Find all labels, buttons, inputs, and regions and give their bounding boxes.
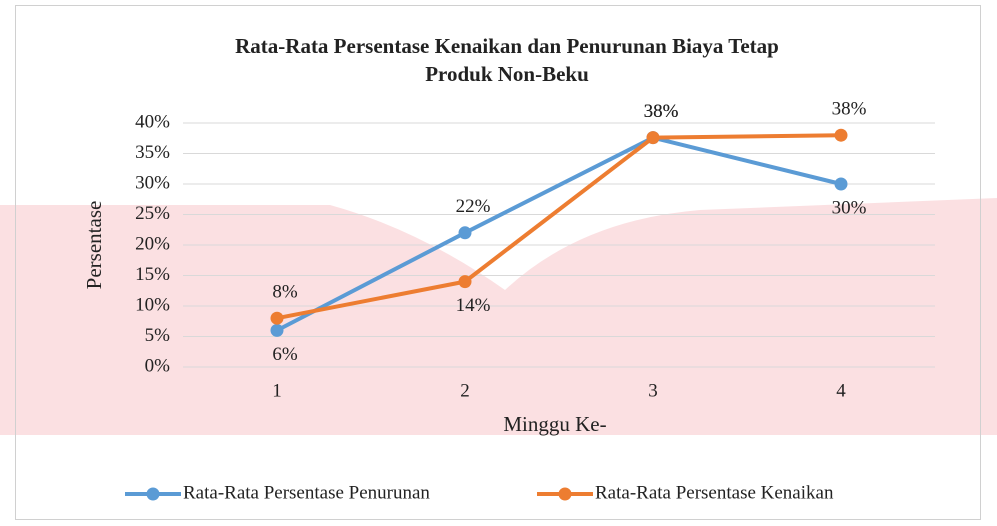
chart-title: Produk Non-Beku (425, 62, 589, 86)
y-tick-label: 30% (135, 172, 170, 193)
legend-label: Rata-Rata Persentase Kenaikan (595, 482, 834, 503)
y-axis-label: Persentase (82, 201, 106, 290)
line (276, 133, 842, 321)
x-tick-label: 3 (648, 380, 658, 401)
point (270, 311, 284, 325)
chart-title: Rata-Rata Persentase Kenaikan dan Penuru… (235, 34, 779, 58)
chart-border (15, 5, 981, 520)
x-tick-label: 4 (836, 380, 846, 401)
legend-marker (146, 487, 160, 501)
watermark (0, 198, 997, 435)
y-tick-label: 10% (135, 294, 170, 315)
point (646, 131, 660, 145)
legend-label: Rata-Rata Persentase Penurunan (183, 482, 430, 503)
data-label: 30% (832, 197, 867, 218)
y-tick-label: 0% (145, 355, 171, 376)
x-tick-label: 1 (272, 380, 282, 401)
y-tick-label: 15% (135, 264, 170, 285)
data-label: 38% (644, 101, 679, 122)
y-tick-label: 35% (135, 142, 170, 163)
data-label: 14% (456, 295, 491, 316)
y-tick-label: 20% (135, 233, 170, 254)
point (834, 128, 848, 142)
x-axis-label: Minggu Ke- (503, 412, 606, 436)
x-tick-label: 2 (460, 380, 470, 401)
data-label: 38% (832, 99, 867, 120)
point (270, 323, 284, 337)
point (458, 275, 472, 289)
data-label: 8% (272, 282, 298, 303)
point (458, 226, 472, 240)
y-tick-label: 25% (135, 203, 170, 224)
data-label: 6% (272, 344, 298, 365)
y-tick-label: 40% (135, 111, 170, 132)
line (276, 135, 842, 333)
y-tick-label: 5% (145, 325, 171, 346)
data-label: 22% (456, 196, 491, 217)
point (834, 177, 848, 191)
legend-marker (558, 487, 572, 501)
data-label: 38% (644, 101, 679, 122)
